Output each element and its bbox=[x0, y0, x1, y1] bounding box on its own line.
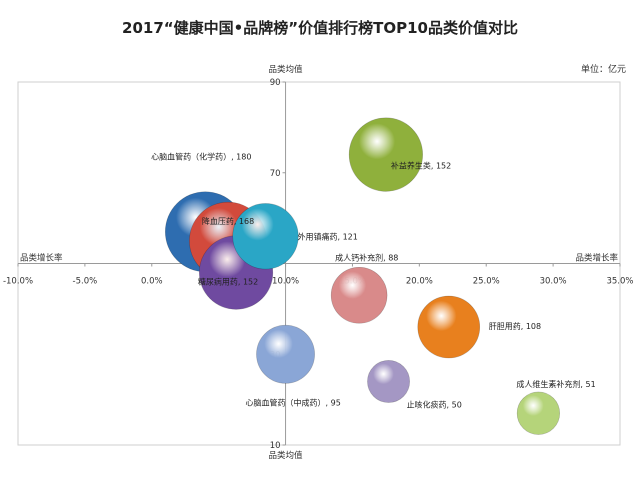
y-axis-title-top: 品类均值 bbox=[269, 64, 304, 75]
bubble-label-6: 肝胆用药, 108 bbox=[489, 321, 541, 331]
bubble-4 bbox=[348, 117, 423, 192]
bubble-3 bbox=[232, 203, 299, 270]
x-tick-label: 30.0% bbox=[540, 277, 567, 287]
y-tick-label: 90 bbox=[270, 78, 281, 88]
bubble-label-8: 止咳化痰药, 50 bbox=[407, 399, 462, 409]
bubble-label-2: 糖尿病用药, 152 bbox=[198, 277, 258, 287]
bubble-label-0: 心脑血管药（化学药）, 180 bbox=[151, 152, 251, 162]
x-tick-label: -10.0% bbox=[3, 277, 33, 287]
bubble-label-9: 成人维生素补充剂, 51 bbox=[516, 379, 595, 389]
chart-title: 2017“健康中国•品牌榜”价值排行榜TOP10品类价值对比 bbox=[122, 19, 518, 37]
x-axis-title-right: 品类增长率 bbox=[575, 253, 618, 264]
bubble-label-5: 成人钙补充剂, 88 bbox=[335, 252, 398, 262]
x-tick-label: 25.0% bbox=[473, 277, 500, 287]
bubble-5 bbox=[330, 266, 388, 324]
y-tick-label: 70 bbox=[270, 169, 281, 179]
x-tick-label: 35.0% bbox=[606, 277, 633, 287]
unit-label: 单位：亿元 bbox=[580, 65, 626, 75]
bubble-7 bbox=[256, 324, 315, 384]
bubble-6 bbox=[417, 295, 481, 359]
bubble-8 bbox=[367, 360, 410, 403]
y-axis-title-bottom: 品类均值 bbox=[269, 450, 304, 461]
x-axis-title-left: 品类增长率 bbox=[20, 253, 63, 264]
bubble-9 bbox=[516, 391, 560, 435]
x-tick-label: 10.0% bbox=[272, 277, 299, 287]
x-tick-label: 0.0% bbox=[141, 277, 163, 287]
bubble-label-1: 降血压药, 168 bbox=[202, 216, 254, 226]
bubble-label-7: 心脑血管药（中成药）, 95 bbox=[246, 397, 341, 407]
x-tick-label: -5.0% bbox=[73, 277, 98, 287]
bubble-label-4: 补益养生类, 152 bbox=[391, 161, 451, 171]
bubble-label-3: 外用镇痛药, 121 bbox=[297, 231, 357, 241]
x-tick-label: 20.0% bbox=[406, 277, 433, 287]
y-tick-label: 10 bbox=[270, 441, 281, 451]
